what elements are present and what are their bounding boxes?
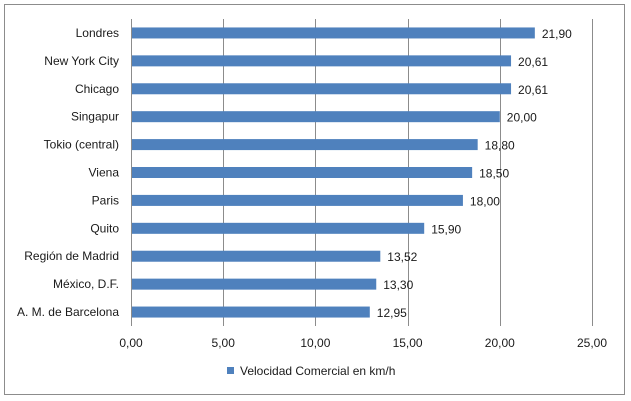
value-label: 12,95 [377, 306, 407, 320]
bar [132, 250, 381, 262]
bar [132, 83, 512, 95]
bar [132, 194, 463, 206]
value-label: 13,52 [387, 250, 417, 264]
x-tick-label: 25,00 [577, 336, 607, 350]
value-labels: 21,90 20,61 20,61 20,00 18,80 18,50 18,00 15,90… [377, 27, 572, 320]
legend-swatch [227, 367, 234, 374]
category-label: Chicago [75, 82, 119, 96]
value-label: 18,80 [485, 139, 515, 153]
category-labels: Londres New York City Chicago Singapur Tokio… [17, 26, 119, 319]
category-label: Tokio (central) [44, 138, 119, 152]
bar [132, 139, 478, 151]
bar [132, 278, 377, 290]
x-tick-label: 10,00 [300, 336, 330, 350]
x-tick-label: 20,00 [485, 336, 515, 350]
value-label: 20,00 [507, 111, 537, 125]
category-label: Quito [90, 221, 119, 235]
x-tick-label: 0,00 [119, 336, 143, 350]
category-label: New York City [44, 54, 119, 68]
value-label: 15,90 [431, 222, 461, 236]
value-label: 20,61 [518, 83, 548, 97]
category-label: Región de Madrid [24, 249, 119, 263]
value-label: 21,90 [542, 27, 572, 41]
category-label: Londres [76, 26, 119, 40]
value-label: 18,50 [479, 167, 509, 181]
category-label: Viena [89, 166, 120, 180]
value-label: 20,61 [518, 55, 548, 69]
legend: Velocidad Comercial en km/h [227, 364, 395, 378]
value-label: 13,30 [383, 278, 413, 292]
x-tick-label: 5,00 [212, 336, 236, 350]
category-label: México, D.F. [53, 277, 119, 291]
bar [132, 222, 425, 234]
category-label: Singapur [71, 110, 119, 124]
bar [132, 55, 512, 67]
legend-label: Velocidad Comercial en km/h [240, 364, 395, 378]
bar [132, 167, 473, 178]
bar [132, 111, 500, 123]
category-label: A. M. de Barcelona [17, 305, 119, 319]
x-axis-tick-labels: 0,00 5,00 10,00 15,00 20,00 25,00 [119, 336, 607, 350]
bar [132, 27, 535, 39]
bars [132, 27, 535, 318]
category-label: Paris [92, 193, 119, 207]
x-tick-label: 15,00 [393, 336, 423, 350]
value-label: 18,00 [470, 194, 500, 208]
bar [132, 306, 370, 318]
